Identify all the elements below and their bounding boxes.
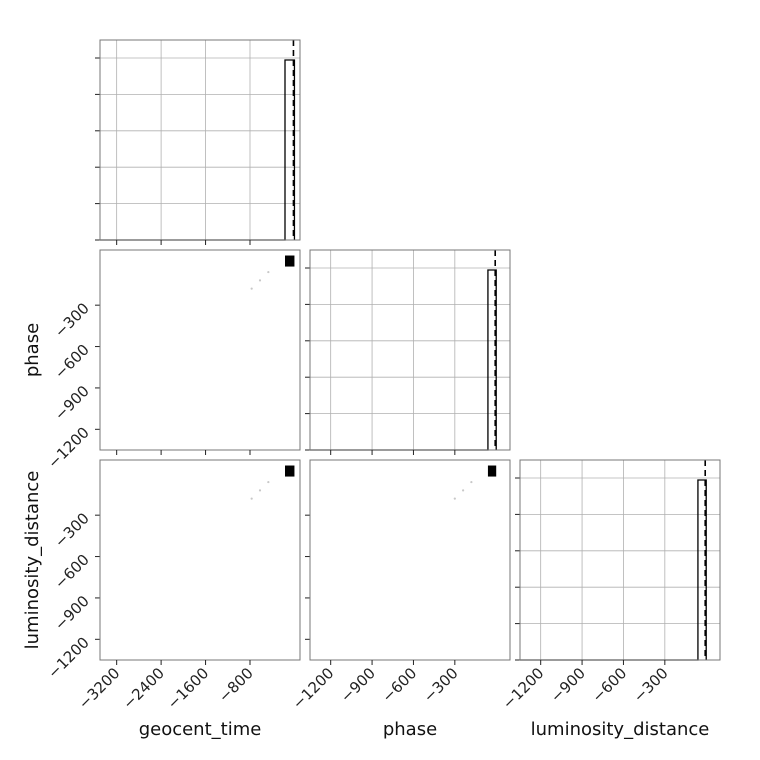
scatter-geocent_time-phase-bg [100, 250, 300, 450]
xlabel-luminosity-distance: luminosity_distance [531, 719, 710, 740]
hist-phase-bg [310, 250, 510, 450]
hist-luminosity_distance-bg [520, 460, 720, 660]
xlabel-geocent-time: geocent_time [139, 719, 262, 740]
scatter-geocent_time-luminosity_distance-sample-point-0 [250, 497, 253, 500]
scatter-geocent_time-phase-sample-point-2 [267, 270, 270, 274]
hist-geocent_time-frame [99, 39, 301, 241]
hist-luminosity_distance-frame [519, 459, 721, 661]
scatter-geocent_time-phase-sample-point-1 [258, 279, 262, 282]
scatter-geocent_time-luminosity_distance-bg [100, 460, 300, 660]
scatter-geocent_time-luminosity_distance-sample-point-1 [258, 489, 262, 492]
scatter-phase-luminosity_distance-bg [310, 460, 510, 660]
hist-geocent_time-bg [100, 40, 300, 240]
scatter-phase-luminosity_distance-sample-point-2 [470, 480, 473, 484]
scatter-geocent_time-luminosity_distance-frame [99, 459, 301, 661]
scatter-phase-luminosity_distance-sample-point-1 [462, 489, 465, 492]
scatter-geocent_time-phase-frame [99, 249, 301, 451]
scatter-phase-luminosity_distance-sample-point-0 [453, 497, 456, 500]
scatter-phase-luminosity_distance-density-mode [487, 465, 497, 477]
ylabel-phase: phase [22, 323, 43, 377]
scatter-phase-luminosity_distance-frame [309, 459, 511, 661]
scatter-geocent_time-phase-sample-point-0 [250, 287, 253, 290]
scatter-geocent_time-luminosity_distance-density-mode [285, 465, 295, 477]
hist-phase-frame [309, 249, 511, 451]
xlabel-phase: phase [383, 719, 437, 740]
ylabel-luminosity-distance: luminosity_distance [22, 471, 43, 650]
scatter-geocent_time-phase-density-mode [285, 255, 295, 267]
scatter-geocent_time-luminosity_distance-sample-point-2 [267, 480, 270, 484]
